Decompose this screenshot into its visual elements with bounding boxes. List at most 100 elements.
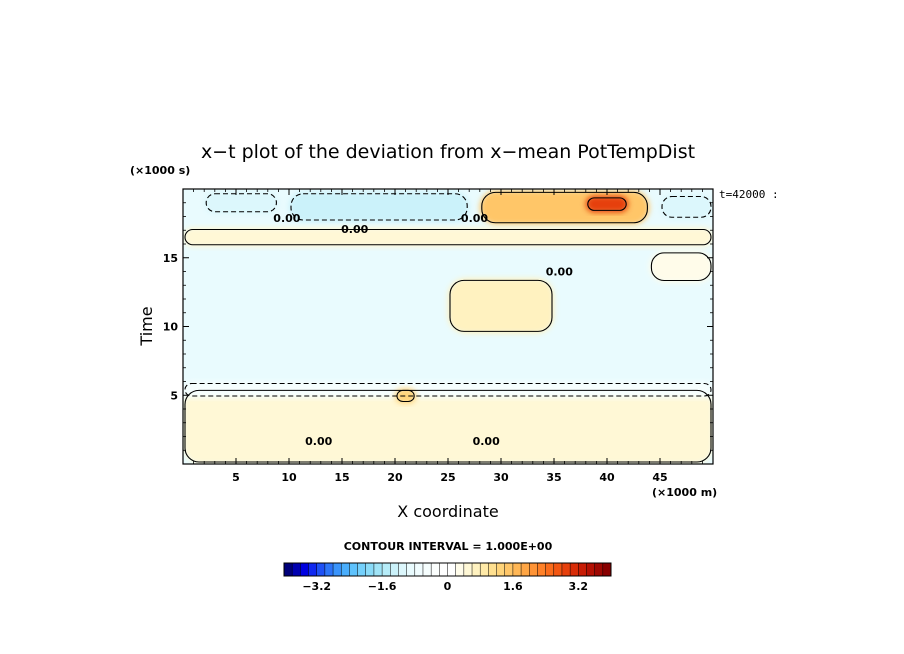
colorbar-swatch bbox=[308, 563, 317, 576]
colorbar-tick-label: 1.6 bbox=[503, 580, 523, 593]
field-region-negative-2 bbox=[660, 194, 713, 220]
plot-area: 0.00 0.00 0.00 0.00 0.00 0.00 5 10 15 20 25 30 35 40… bbox=[163, 188, 714, 484]
colorbar-swatch bbox=[316, 563, 326, 576]
contour-labels: 0.00 0.00 0.00 0.00 0.00 0.00 bbox=[273, 212, 573, 448]
colorbar-swatch bbox=[480, 563, 489, 576]
colorbar-swatch bbox=[422, 563, 432, 576]
chart-title: x−t plot of the deviation from x−mean Po… bbox=[201, 141, 695, 163]
colorbar-tick-labels: −3.2 −1.6 0 1.6 3.2 bbox=[302, 580, 588, 593]
x-tick-label: 25 bbox=[440, 471, 455, 484]
colorbar-swatch bbox=[414, 563, 424, 576]
field-region-negative-1 bbox=[289, 191, 470, 222]
colorbar-swatch bbox=[594, 563, 604, 576]
colorbar-swatch bbox=[390, 563, 399, 576]
x-tick-label: 15 bbox=[334, 471, 349, 484]
colorbar-swatch bbox=[373, 563, 383, 576]
heatmap-field bbox=[183, 190, 713, 464]
colorbar-swatch bbox=[341, 563, 350, 576]
colorbar-tick-label: 3.2 bbox=[569, 580, 589, 593]
colorbar-tick-label: 0 bbox=[444, 580, 452, 593]
field-region-positive-10 bbox=[649, 250, 713, 283]
colorbar-swatch bbox=[406, 563, 416, 576]
field-region-positive-5 bbox=[183, 227, 713, 247]
contour-line-0 bbox=[205, 193, 277, 213]
contour-line-1 bbox=[290, 193, 468, 221]
colorbar bbox=[283, 562, 612, 577]
colorbar-swatch bbox=[512, 563, 522, 576]
colorbar-swatch bbox=[431, 563, 440, 576]
colorbar-swatch bbox=[398, 563, 407, 576]
colorbar-swatch bbox=[292, 563, 301, 576]
contour-line-5 bbox=[184, 228, 712, 246]
field-region-negative-7 bbox=[183, 381, 713, 398]
x-axis-unit: (×1000 m) bbox=[652, 486, 717, 499]
contour-line-8 bbox=[396, 389, 415, 403]
x-tick-label: 30 bbox=[493, 471, 509, 484]
colorbar-swatch bbox=[365, 563, 375, 576]
colorbar-swatch bbox=[357, 563, 367, 576]
y-tick-label: 10 bbox=[163, 321, 179, 334]
y-tick-label: 15 bbox=[163, 252, 178, 265]
colorbar-swatch bbox=[586, 563, 595, 576]
x-tick-label: 20 bbox=[387, 471, 403, 484]
contour-label: 0.00 bbox=[546, 266, 573, 279]
contour-line-2 bbox=[661, 195, 712, 218]
colorbar-swatch bbox=[496, 563, 506, 576]
colorbar-swatch bbox=[602, 563, 612, 576]
field-region-positive-9 bbox=[448, 278, 554, 334]
colorbar-swatch bbox=[333, 563, 342, 576]
contour-line-4 bbox=[587, 197, 627, 211]
colorbar-swatch bbox=[455, 563, 465, 576]
colorbar-swatch bbox=[447, 563, 456, 576]
colorbar-swatch bbox=[504, 563, 514, 576]
contour-label: 0.00 bbox=[461, 212, 488, 225]
colorbar-swatch bbox=[300, 563, 309, 576]
colorbar-swatch bbox=[578, 563, 587, 576]
x-axis-ticks: 5 10 15 20 25 30 35 40 45 bbox=[193, 189, 703, 484]
time-stamp-label: t=42000 : bbox=[719, 188, 779, 201]
colorbar-swatch bbox=[570, 563, 579, 576]
contour-lines bbox=[184, 191, 712, 463]
colorbar-swatch bbox=[382, 563, 391, 576]
colorbar-tick-label: −3.2 bbox=[302, 580, 331, 593]
y-tick-label: 5 bbox=[170, 389, 178, 402]
contour-line-10 bbox=[650, 252, 712, 282]
colorbar-swatch bbox=[545, 563, 555, 576]
y-axis-unit: (×1000 s) bbox=[130, 164, 190, 177]
x-tick-label: 5 bbox=[232, 471, 240, 484]
colorbar-swatch bbox=[439, 563, 448, 576]
contour-line-3 bbox=[481, 191, 648, 224]
colorbar-frame bbox=[283, 562, 612, 577]
field-region-negative-0 bbox=[204, 191, 279, 214]
contour-interval-label: CONTOUR INTERVAL = 1.000E+00 bbox=[344, 540, 553, 553]
field-region-positive-6 bbox=[183, 388, 713, 464]
colorbar-swatch bbox=[488, 563, 497, 576]
x-tick-label: 40 bbox=[599, 471, 615, 484]
colorbar-swatch bbox=[284, 563, 293, 576]
y-axis-label: Time bbox=[137, 306, 156, 346]
x-axis-label: X coordinate bbox=[397, 502, 498, 521]
colorbar-swatch bbox=[529, 563, 538, 576]
x-tick-label: 35 bbox=[546, 471, 561, 484]
colorbar-swatch bbox=[561, 563, 571, 576]
colorbar-swatch bbox=[553, 563, 563, 576]
contour-label: 0.00 bbox=[341, 223, 368, 236]
contour-line-7 bbox=[184, 382, 712, 397]
colorbar-swatch bbox=[324, 563, 334, 576]
field-region-positive-8 bbox=[395, 388, 417, 404]
field-region-positive-4 bbox=[585, 195, 629, 213]
colorbar-swatch bbox=[463, 563, 473, 576]
y-axis-ticks: 5 10 15 bbox=[163, 202, 713, 451]
colorbar-swatch bbox=[349, 563, 358, 576]
colorbar-tick-label: −1.6 bbox=[368, 580, 397, 593]
x-tick-label: 45 bbox=[652, 471, 667, 484]
colorbar-swatch bbox=[521, 563, 530, 576]
contour-label: 0.00 bbox=[305, 435, 332, 448]
colorbar-swatch bbox=[472, 563, 481, 576]
colorbar-swatch bbox=[537, 563, 546, 576]
contour-label: 0.00 bbox=[273, 212, 300, 225]
contour-line-9 bbox=[449, 279, 553, 332]
contour-label: 0.00 bbox=[473, 435, 500, 448]
x-tick-label: 10 bbox=[281, 471, 297, 484]
